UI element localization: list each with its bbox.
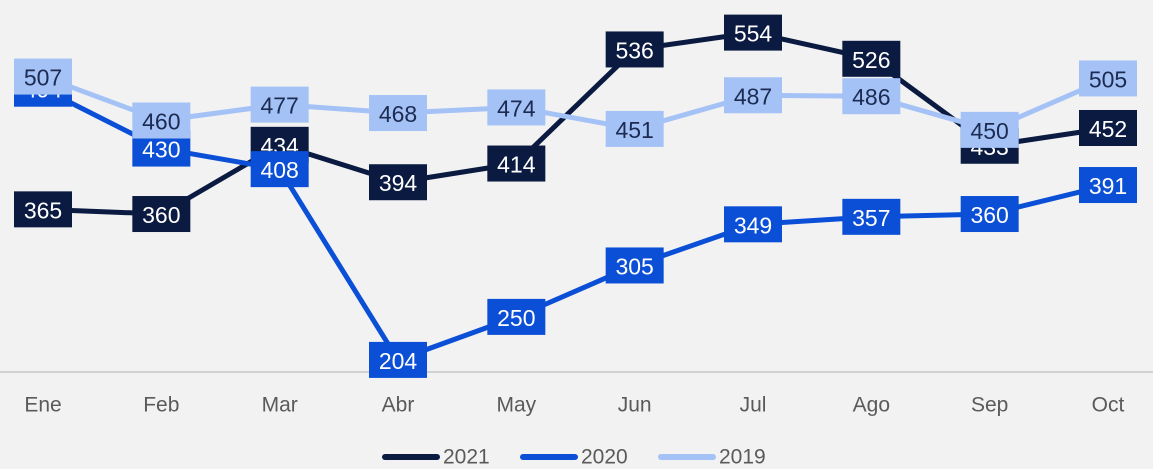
data-label-box bbox=[1079, 109, 1137, 146]
x-tick-label: Oct bbox=[1092, 394, 1125, 417]
data-label: 250 bbox=[487, 298, 546, 335]
x-tick-label: Ene bbox=[24, 394, 61, 417]
data-label: 408 bbox=[250, 151, 309, 188]
data-label-text: 360 bbox=[970, 202, 1008, 228]
line bbox=[42, 74, 1109, 133]
data-label: 451 bbox=[605, 110, 664, 147]
data-label: 360 bbox=[960, 196, 1019, 233]
data-label-box bbox=[250, 151, 309, 188]
data-label-box bbox=[487, 89, 546, 126]
data-label-text: 204 bbox=[379, 348, 418, 374]
data-label-box bbox=[842, 78, 901, 115]
data-label-text: 526 bbox=[852, 47, 890, 73]
x-tick-label: Mar bbox=[262, 394, 298, 417]
data-label-box bbox=[487, 145, 546, 182]
data-label: 349 bbox=[724, 206, 782, 243]
legend-label: 2020 bbox=[581, 446, 628, 469]
data-label-text: 305 bbox=[615, 253, 653, 279]
data-label: 554 bbox=[724, 14, 782, 51]
data-label-text: 487 bbox=[734, 83, 772, 109]
data-label: 305 bbox=[605, 247, 664, 284]
data-label: 526 bbox=[842, 40, 901, 77]
data-label: 365 bbox=[14, 191, 72, 228]
data-label: 204 bbox=[369, 341, 427, 378]
data-label-text: 391 bbox=[1089, 173, 1127, 199]
data-label-box bbox=[369, 164, 427, 201]
line bbox=[42, 30, 1109, 217]
data-label-text: 450 bbox=[970, 118, 1008, 144]
data-label-text: 451 bbox=[615, 117, 653, 143]
data-label-box bbox=[724, 206, 782, 243]
legend-label: 2019 bbox=[719, 446, 766, 469]
data-label: 450 bbox=[960, 111, 1019, 148]
data-label: 452 bbox=[1079, 109, 1137, 146]
data-label: 474 bbox=[487, 89, 546, 126]
data-label: 536 bbox=[605, 31, 664, 68]
data-label: 357 bbox=[842, 198, 901, 235]
data-label: 414 bbox=[487, 145, 546, 182]
data-label-box bbox=[605, 247, 664, 284]
data-label-box bbox=[605, 31, 664, 68]
data-label-box bbox=[1079, 60, 1137, 97]
x-tick-label: Ago bbox=[853, 394, 890, 417]
x-tick-label: Sep bbox=[971, 394, 1008, 417]
data-label: 460 bbox=[132, 102, 191, 139]
data-label: 507 bbox=[14, 58, 72, 95]
data-label-text: 349 bbox=[734, 212, 772, 238]
data-label-text: 477 bbox=[260, 93, 298, 119]
data-label-box bbox=[960, 196, 1019, 233]
data-label: 468 bbox=[369, 95, 427, 132]
data-label-text: 468 bbox=[379, 101, 417, 127]
data-label: 391 bbox=[1079, 167, 1137, 204]
data-label-text: 554 bbox=[734, 21, 773, 47]
data-label: 477 bbox=[250, 86, 309, 123]
data-label-box bbox=[132, 196, 191, 233]
data-label-text: 460 bbox=[142, 109, 180, 135]
data-label-box bbox=[842, 40, 901, 77]
data-label-box bbox=[487, 298, 546, 335]
x-tick-label: Abr bbox=[382, 394, 415, 417]
legend-label: 2021 bbox=[443, 446, 490, 469]
data-label: 487 bbox=[724, 77, 782, 114]
data-label-text: 505 bbox=[1089, 66, 1127, 92]
x-tick-label: Jul bbox=[740, 394, 767, 417]
data-label: 505 bbox=[1079, 60, 1137, 97]
data-label-box bbox=[14, 191, 72, 228]
data-label-box bbox=[842, 198, 901, 235]
data-label-box bbox=[1079, 167, 1137, 204]
data-label-text: 452 bbox=[1089, 116, 1127, 142]
data-label-box bbox=[250, 86, 309, 123]
data-label-box bbox=[724, 14, 782, 51]
data-label-text: 394 bbox=[379, 170, 418, 196]
data-label-box bbox=[605, 110, 664, 147]
data-label-box bbox=[369, 95, 427, 132]
data-label-text: 414 bbox=[497, 152, 536, 178]
data-label: 360 bbox=[132, 196, 191, 233]
data-label-text: 507 bbox=[24, 65, 62, 91]
x-tick-label: Jun bbox=[618, 394, 652, 417]
data-label-box bbox=[960, 111, 1019, 148]
data-label-text: 486 bbox=[852, 84, 890, 110]
x-tick-label: May bbox=[496, 394, 536, 417]
data-label-box bbox=[14, 58, 72, 95]
data-label-text: 430 bbox=[142, 137, 180, 163]
data-label-box bbox=[132, 102, 191, 139]
data-label-text: 408 bbox=[260, 157, 298, 183]
data-label-text: 360 bbox=[142, 202, 180, 228]
data-label-text: 357 bbox=[852, 205, 890, 231]
data-label: 486 bbox=[842, 78, 901, 115]
data-label: 394 bbox=[369, 164, 427, 201]
x-tick-label: Feb bbox=[143, 394, 179, 417]
data-label-text: 365 bbox=[24, 197, 62, 223]
line bbox=[41, 86, 1109, 363]
data-label-text: 474 bbox=[497, 95, 536, 121]
data-label-text: 250 bbox=[497, 305, 535, 331]
data-label-text: 536 bbox=[615, 37, 653, 63]
data-label-box bbox=[369, 341, 427, 378]
data-label-box bbox=[724, 77, 782, 114]
